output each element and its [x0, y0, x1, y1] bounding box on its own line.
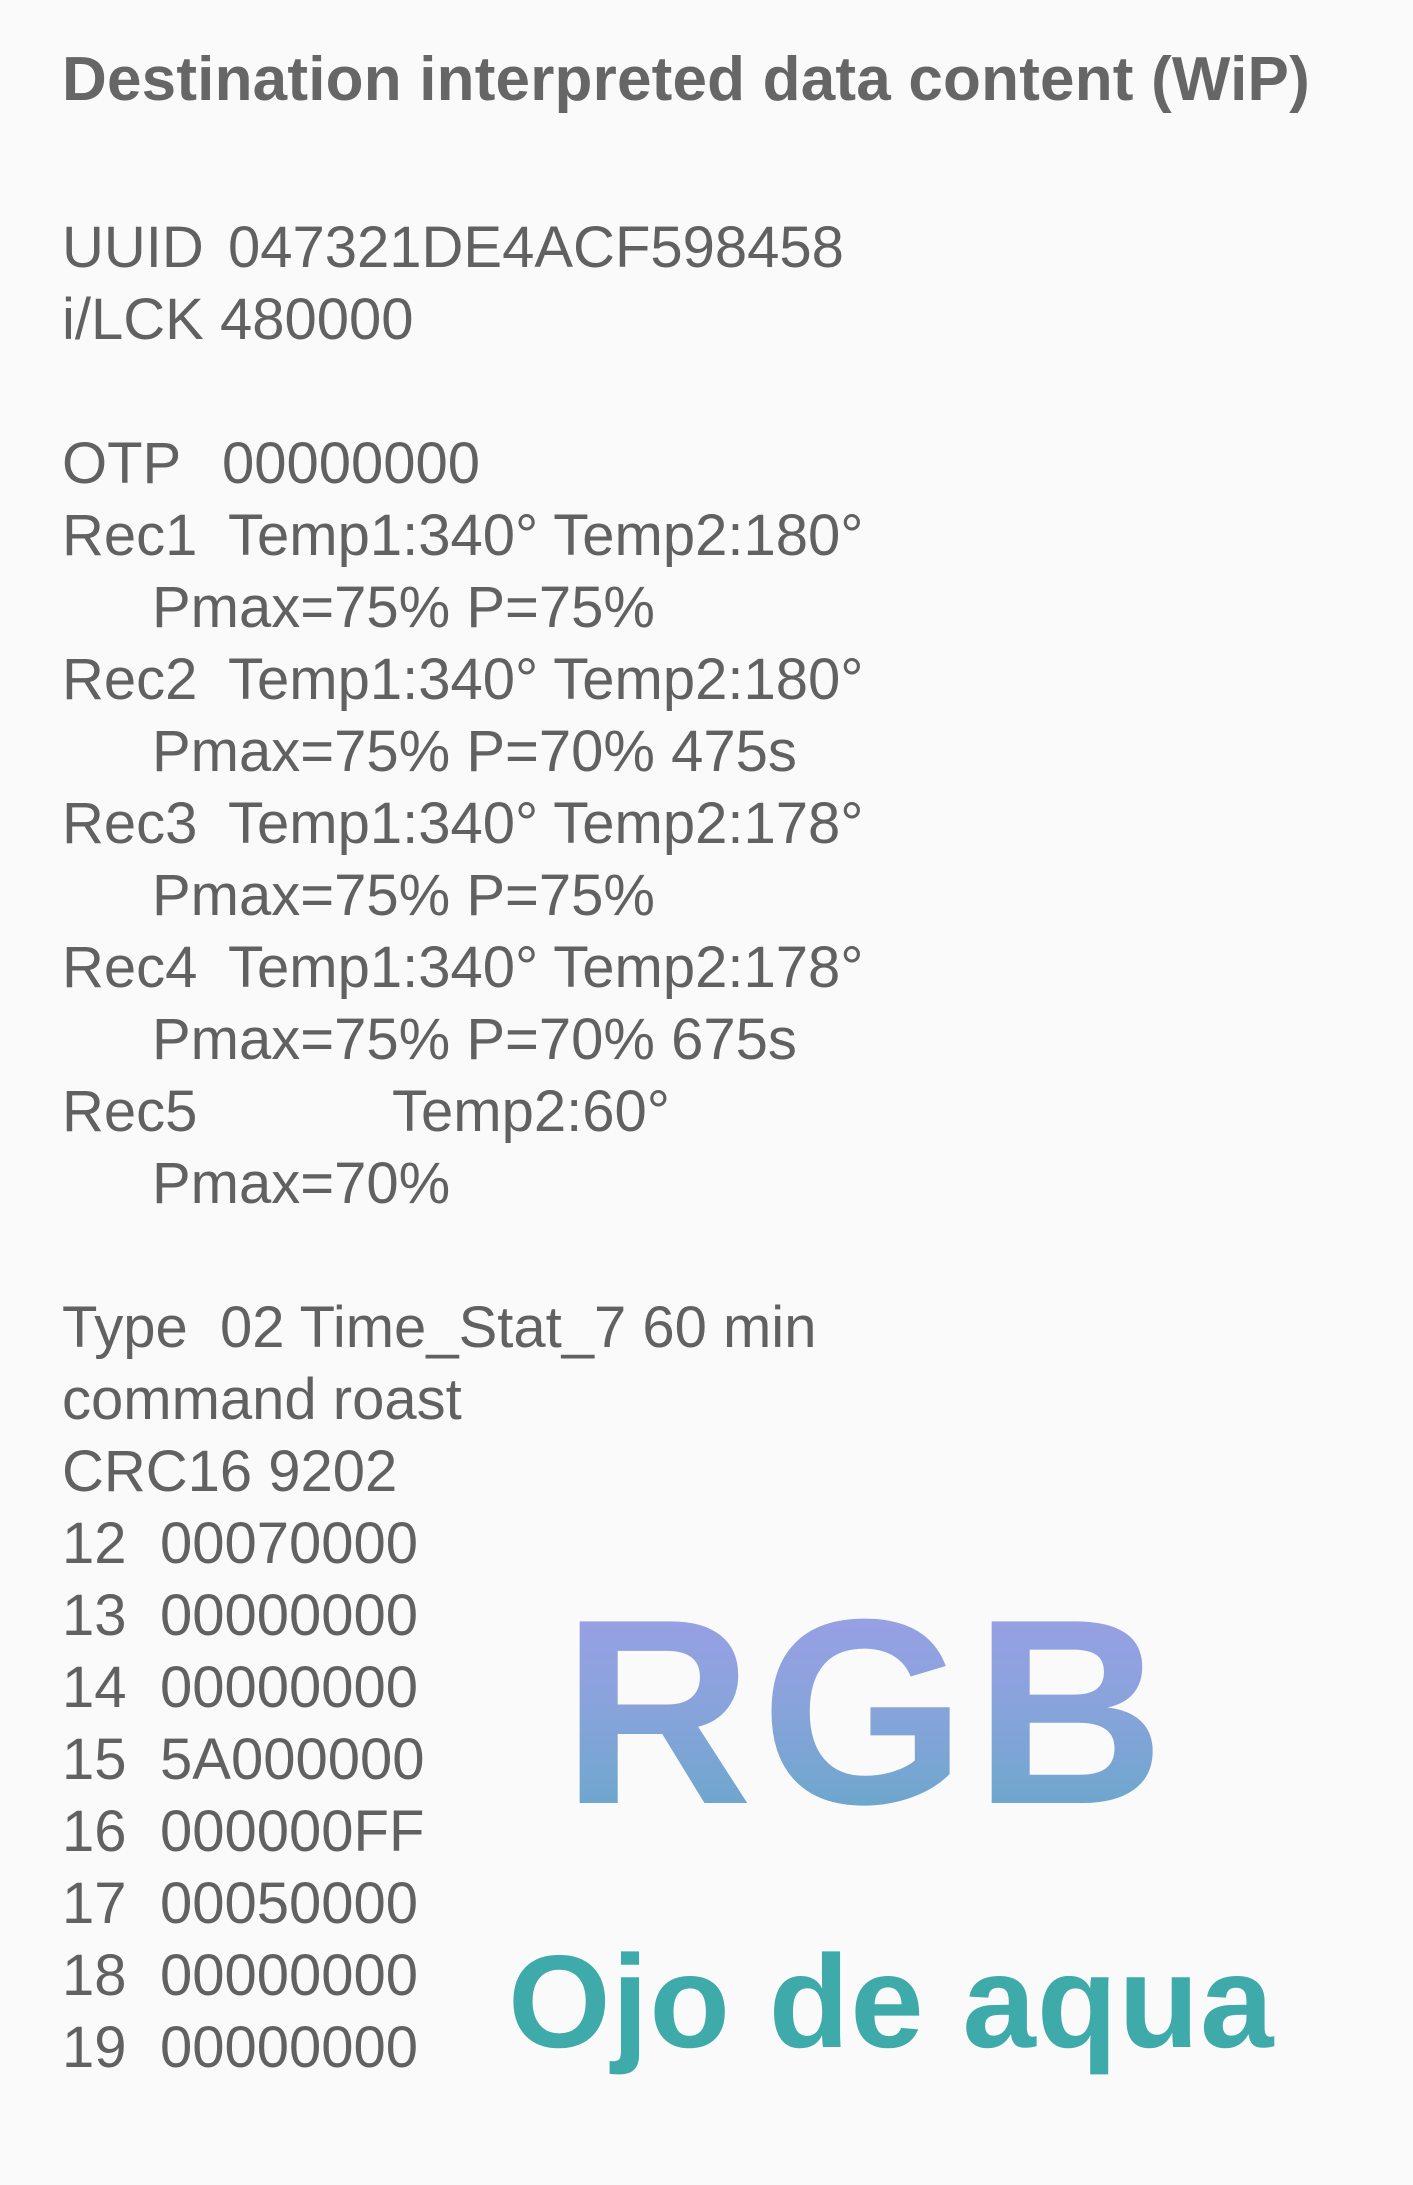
uuid-label: UUID: [62, 215, 204, 280]
record-detail-rec2: Pmax=75% P=70% 475s: [152, 719, 797, 784]
row-index: 16: [62, 1799, 127, 1864]
row-index: 15: [62, 1727, 127, 1792]
record-line-rec4: Rec4 Temp1:340° Temp2:178°: [62, 932, 863, 1004]
record-temp1: Temp1:340°: [228, 647, 539, 712]
record-label: Rec4: [62, 935, 198, 1000]
type-label: Type: [62, 1295, 188, 1360]
rgb-watermark: RGB: [562, 1564, 1173, 1859]
record-label: Rec5: [62, 1079, 198, 1144]
data-row: 12 00070000: [62, 1508, 863, 1580]
type-line: Type 02 Time_Stat_7 60 min: [62, 1292, 863, 1364]
data-row: 15 5A000000: [62, 1724, 863, 1796]
crc-line: CRC16 9202: [62, 1439, 398, 1504]
data-row: 18 00000000: [62, 1940, 863, 2012]
record-line-rec5: Rec5 Temp2:60°: [62, 1076, 863, 1148]
row-index: 13: [62, 1583, 127, 1648]
row-value: 00000000: [160, 1583, 419, 1648]
data-row: 13 00000000: [62, 1580, 863, 1652]
record-line-rec1: Rec1 Temp1:340° Temp2:180°: [62, 500, 863, 572]
ojo-de-aqua-watermark: Ojo de aqua: [508, 1928, 1275, 2075]
data-row: 17 00050000: [62, 1868, 863, 1940]
row-value: 00000000: [160, 2015, 419, 2080]
row-value: 00070000: [160, 1511, 419, 1576]
record-detail-rec3: Pmax=75% P=75%: [152, 863, 655, 928]
page-title: Destination interpreted data content (Wi…: [62, 45, 1310, 114]
lck-line: i/LCK 480000: [62, 284, 863, 356]
otp-value: 00000000: [222, 431, 481, 496]
data-row: 19 00000000: [62, 2012, 863, 2084]
record-detail-rec5: Pmax=70%: [152, 1151, 451, 1216]
row-value: 00000000: [160, 1943, 419, 2008]
record-temp2: Temp2:60°: [392, 1079, 670, 1144]
spacer: [62, 1220, 863, 1292]
data-row: 16 000000FF: [62, 1796, 863, 1868]
uuid-line: UUID 047321DE4ACF598458: [62, 212, 863, 284]
row-index: 12: [62, 1511, 127, 1576]
record-temp2: Temp2:180°: [553, 503, 864, 568]
lck-label: i/LCK: [62, 287, 204, 352]
record-temp1: Temp1:340°: [228, 791, 539, 856]
row-index: 14: [62, 1655, 127, 1720]
interpreted-data-list: UUID 047321DE4ACF598458 i/LCK 480000 OTP 0…: [62, 212, 863, 2084]
otp-label: OTP: [62, 431, 182, 496]
record-temp1: Temp1:340°: [228, 503, 539, 568]
spacer: [62, 356, 863, 428]
row-index: 18: [62, 1943, 127, 2008]
row-value: 00000000: [160, 1655, 419, 1720]
record-label: Rec3: [62, 791, 198, 856]
row-value: 00050000: [160, 1871, 419, 1936]
row-index: 17: [62, 1871, 127, 1936]
record-line-rec2: Rec2 Temp1:340° Temp2:180°: [62, 644, 863, 716]
row-value: 5A000000: [160, 1727, 425, 1792]
lck-value: 480000: [219, 287, 414, 352]
record-line-rec3: Rec3 Temp1:340° Temp2:178°: [62, 788, 863, 860]
record-detail-rec1: Pmax=75% P=75%: [152, 575, 655, 640]
command-line: command roast: [62, 1367, 462, 1432]
uuid-value: 047321DE4ACF598458: [228, 215, 844, 280]
record-temp1: Temp1:340°: [228, 935, 539, 1000]
otp-line: OTP 00000000: [62, 428, 863, 500]
record-temp2: Temp2:178°: [553, 791, 864, 856]
record-label: Rec2: [62, 647, 198, 712]
record-label: Rec1: [62, 503, 198, 568]
record-detail-rec4: Pmax=75% P=70% 675s: [152, 1007, 797, 1072]
record-temp2: Temp2:178°: [553, 935, 864, 1000]
row-index: 19: [62, 2015, 127, 2080]
type-value: 02 Time_Stat_7 60 min: [220, 1295, 817, 1360]
record-temp2: Temp2:180°: [553, 647, 864, 712]
row-value: 000000FF: [160, 1799, 425, 1864]
data-row: 14 00000000: [62, 1652, 863, 1724]
